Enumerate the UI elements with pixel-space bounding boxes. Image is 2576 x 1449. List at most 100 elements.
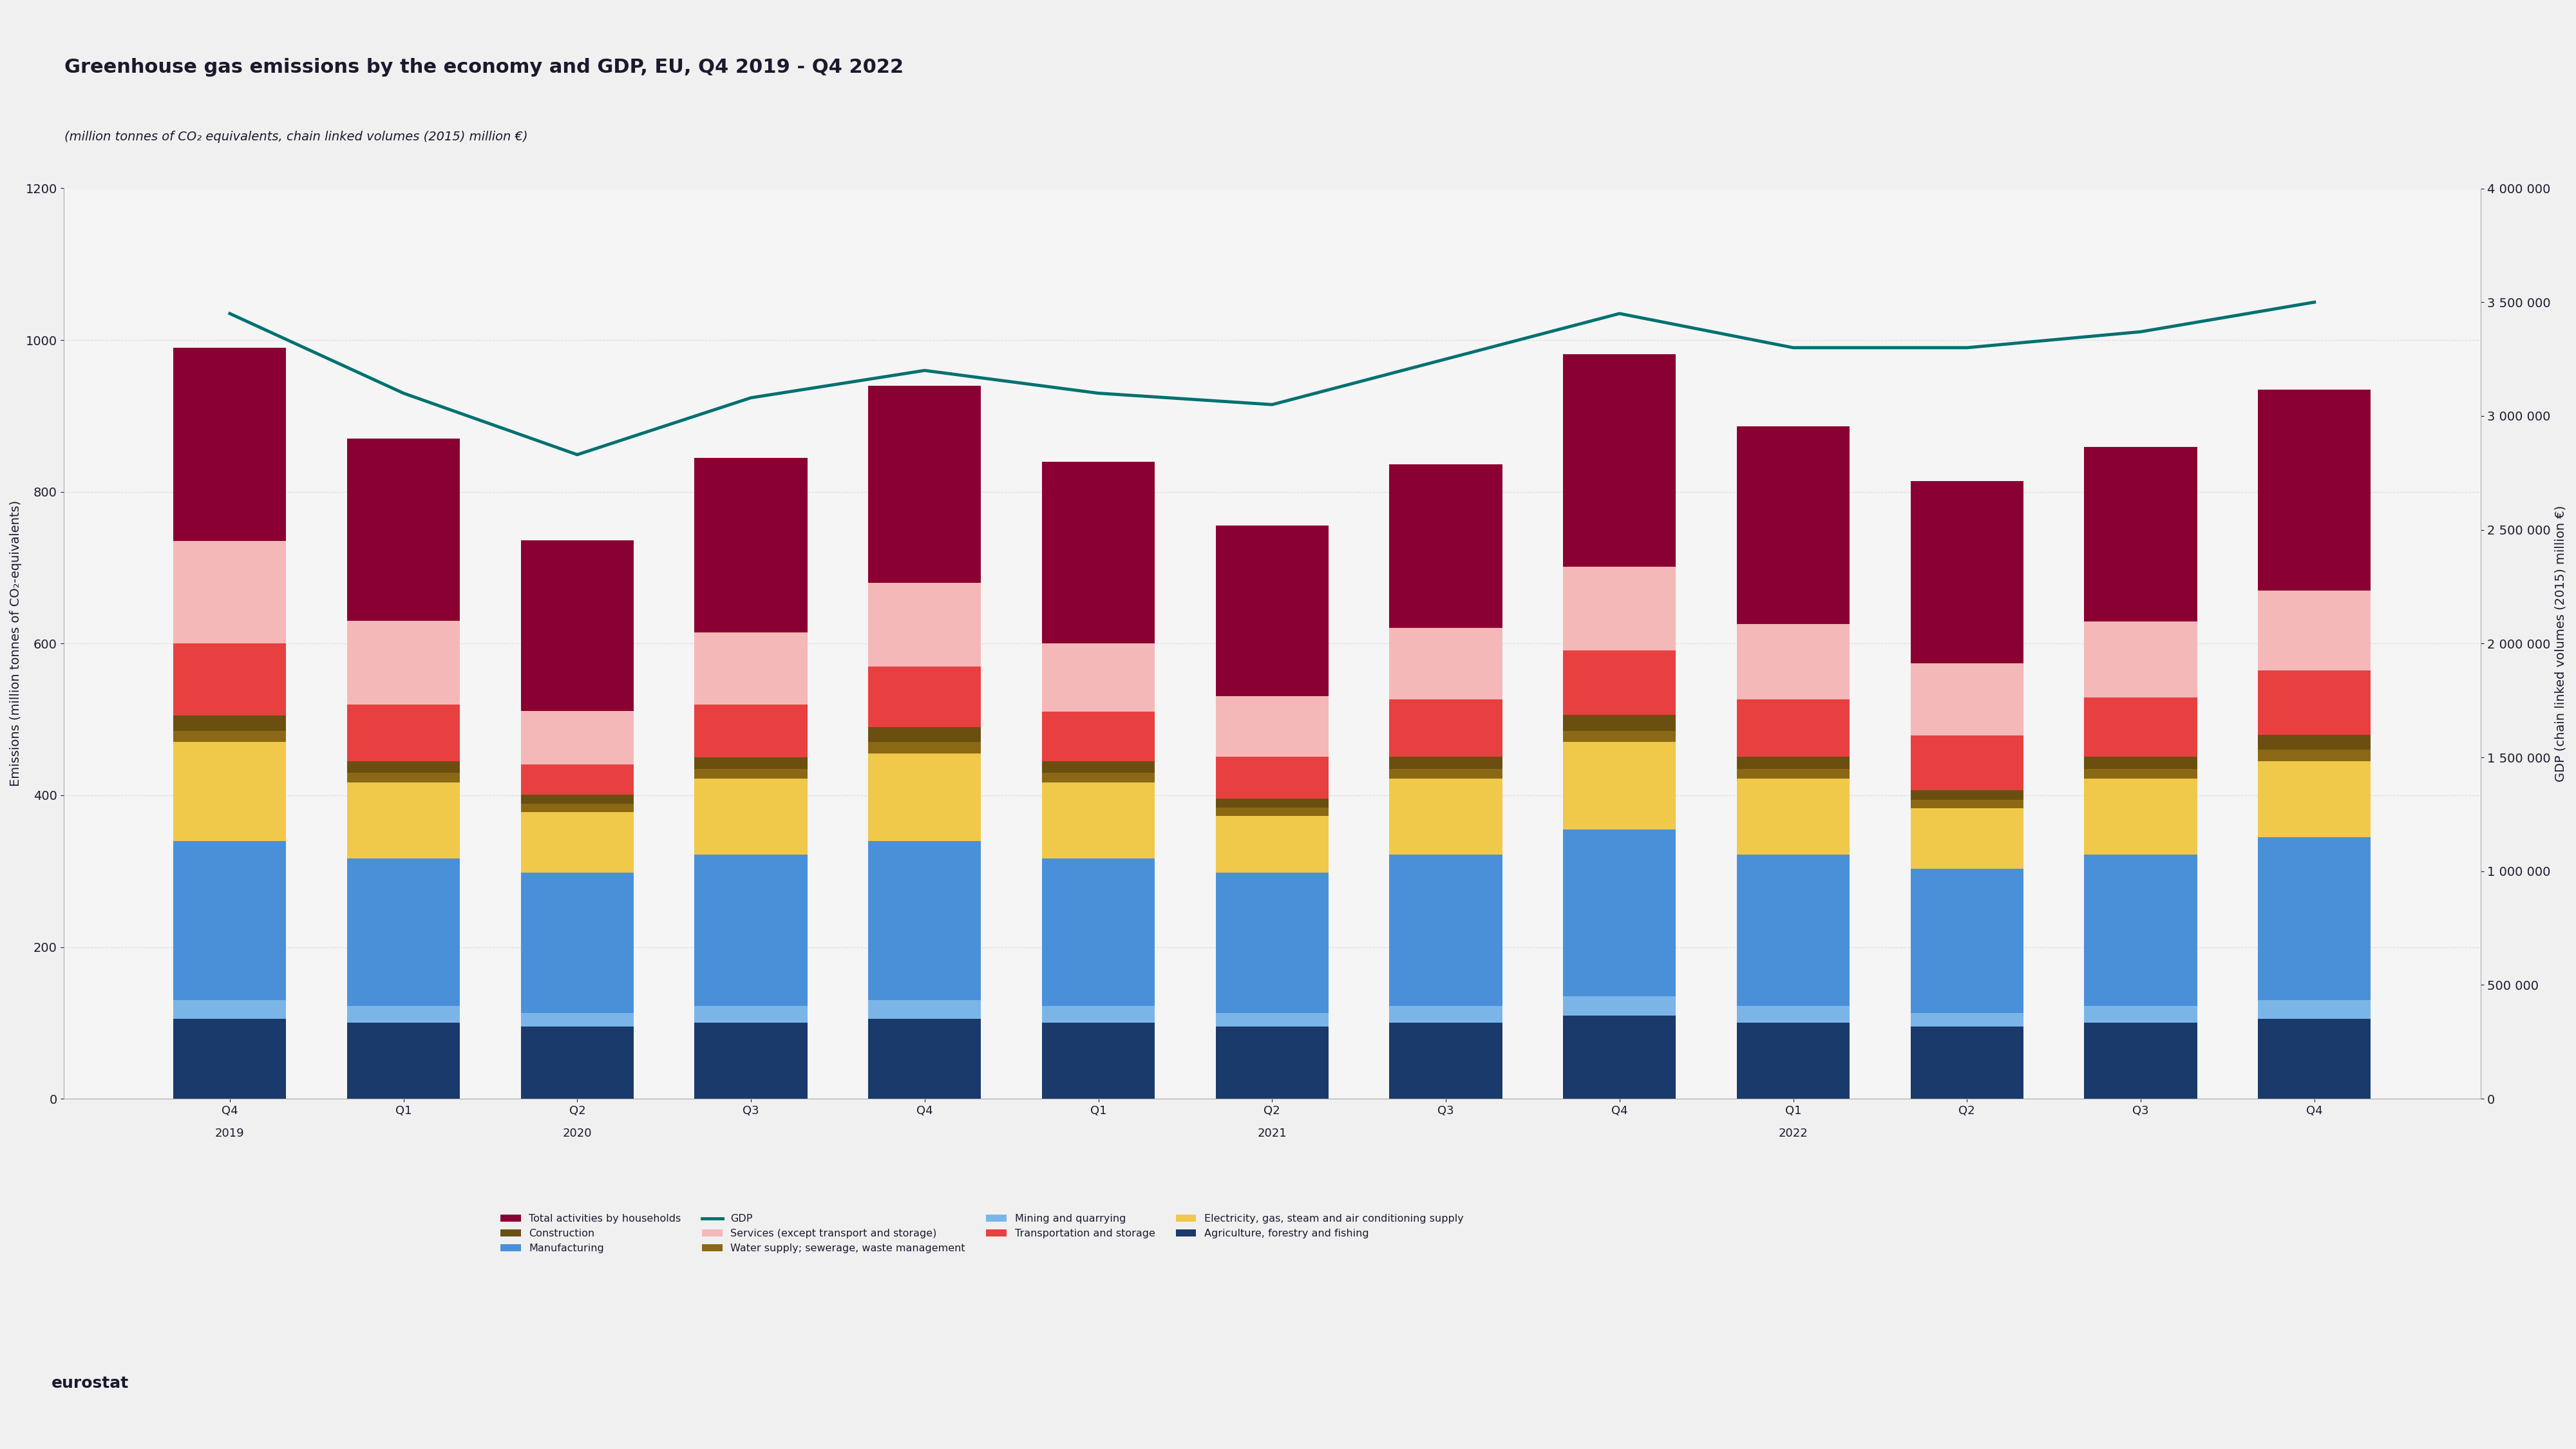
- Bar: [1216, 756, 1329, 798]
- Text: 2021: 2021: [1257, 1127, 1288, 1139]
- Bar: [2259, 590, 2370, 669]
- Bar: [1564, 829, 1677, 997]
- Bar: [1736, 769, 1850, 778]
- Text: (million tonnes of CO₂ equivalents, chain linked volumes (2015) million €): (million tonnes of CO₂ equivalents, chai…: [64, 130, 528, 142]
- Bar: [868, 1019, 981, 1098]
- Bar: [1911, 869, 2022, 1013]
- Bar: [173, 1000, 286, 1019]
- GDP: [1082, 384, 1113, 401]
- Y-axis label: GDP (chain linked volumes (2015) million €): GDP (chain linked volumes (2015) million…: [2555, 506, 2566, 782]
- Bar: [868, 667, 981, 727]
- Bar: [1736, 625, 1850, 700]
- Bar: [2084, 778, 2197, 855]
- Bar: [1216, 807, 1329, 816]
- Bar: [696, 632, 806, 704]
- Bar: [1736, 1023, 1850, 1098]
- Bar: [1564, 742, 1677, 829]
- Bar: [2084, 769, 2197, 778]
- Bar: [1041, 782, 1154, 858]
- Bar: [2084, 1023, 2197, 1098]
- Bar: [1564, 567, 1677, 651]
- Bar: [1388, 700, 1502, 756]
- Bar: [1736, 426, 1850, 625]
- Bar: [696, 704, 806, 758]
- GDP: [1430, 351, 1461, 368]
- Line: GDP: GDP: [229, 303, 2313, 455]
- Bar: [1564, 730, 1677, 742]
- Bar: [1564, 651, 1677, 714]
- Bar: [1216, 1027, 1329, 1098]
- Text: 2020: 2020: [562, 1127, 592, 1139]
- Bar: [2259, 838, 2370, 1000]
- Bar: [173, 840, 286, 1000]
- Bar: [1388, 465, 1502, 627]
- Bar: [1564, 997, 1677, 1016]
- Bar: [173, 540, 286, 643]
- GDP: [737, 390, 768, 407]
- GDP: [1257, 396, 1288, 413]
- Bar: [1564, 355, 1677, 567]
- Bar: [2259, 390, 2370, 590]
- Bar: [520, 872, 634, 1013]
- Bar: [1911, 800, 2022, 809]
- Bar: [868, 1000, 981, 1019]
- Bar: [1564, 1016, 1677, 1098]
- Bar: [2084, 1006, 2197, 1023]
- GDP: [909, 362, 940, 380]
- Bar: [173, 742, 286, 840]
- Bar: [348, 704, 461, 761]
- Bar: [1564, 714, 1677, 730]
- Bar: [1911, 735, 2022, 790]
- Bar: [1041, 711, 1154, 761]
- Bar: [1388, 756, 1502, 769]
- Bar: [1216, 696, 1329, 756]
- Bar: [520, 711, 634, 764]
- Bar: [1736, 778, 1850, 855]
- Bar: [1041, 461, 1154, 643]
- Bar: [2259, 761, 2370, 838]
- Text: 2022: 2022: [1777, 1127, 1808, 1139]
- Bar: [2084, 756, 2197, 769]
- GDP: [389, 384, 420, 401]
- Bar: [173, 1019, 286, 1098]
- Bar: [2259, 735, 2370, 749]
- Bar: [520, 804, 634, 811]
- Bar: [2259, 1019, 2370, 1098]
- Bar: [1911, 1027, 2022, 1098]
- Bar: [1216, 798, 1329, 807]
- Bar: [1216, 1013, 1329, 1027]
- Bar: [520, 764, 634, 794]
- Bar: [348, 761, 461, 772]
- Bar: [2259, 669, 2370, 735]
- Bar: [520, 540, 634, 711]
- Bar: [520, 1027, 634, 1098]
- GDP: [1777, 339, 1808, 356]
- Bar: [1911, 809, 2022, 869]
- Bar: [696, 769, 806, 778]
- Bar: [1388, 1006, 1502, 1023]
- Bar: [1388, 1023, 1502, 1098]
- Bar: [348, 772, 461, 782]
- Bar: [1911, 664, 2022, 735]
- Bar: [1388, 855, 1502, 1006]
- GDP: [2125, 323, 2156, 341]
- Bar: [1041, 1023, 1154, 1098]
- GDP: [214, 304, 245, 322]
- Bar: [1736, 855, 1850, 1006]
- Bar: [696, 758, 806, 769]
- Bar: [1388, 627, 1502, 700]
- Text: Greenhouse gas emissions by the economy and GDP, EU, Q4 2019 - Q4 2022: Greenhouse gas emissions by the economy …: [64, 58, 904, 77]
- Bar: [1216, 872, 1329, 1013]
- GDP: [562, 446, 592, 464]
- Bar: [520, 811, 634, 872]
- Bar: [348, 439, 461, 620]
- Bar: [1388, 778, 1502, 855]
- Bar: [2084, 697, 2197, 756]
- Bar: [868, 582, 981, 667]
- Bar: [173, 716, 286, 730]
- Bar: [348, 858, 461, 1006]
- Bar: [696, 778, 806, 855]
- Bar: [696, 1006, 806, 1023]
- Text: 2019: 2019: [216, 1127, 245, 1139]
- Bar: [2259, 749, 2370, 761]
